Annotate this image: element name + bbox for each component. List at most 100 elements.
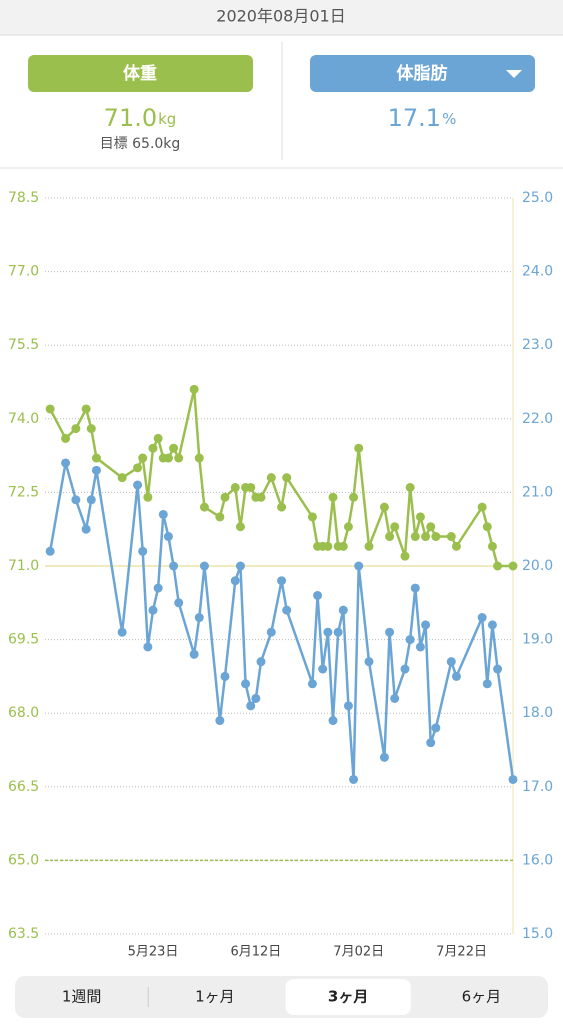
data-point — [220, 671, 230, 681]
data-point — [349, 774, 359, 784]
data-point — [194, 613, 204, 623]
data-point — [482, 522, 492, 532]
y2-tick-label: 20.0 — [522, 558, 553, 574]
data-point — [266, 627, 276, 637]
data-point — [307, 679, 317, 689]
data-point — [163, 532, 173, 542]
metric-button[interactable] — [28, 55, 253, 92]
data-point — [385, 627, 395, 637]
data-point — [143, 492, 153, 502]
data-point — [230, 482, 240, 492]
data-point — [282, 473, 292, 483]
data-point — [117, 627, 127, 637]
data-point — [91, 465, 101, 475]
data-point — [338, 541, 348, 551]
data-point — [174, 453, 184, 463]
data-point — [431, 723, 441, 733]
data-point — [266, 473, 276, 483]
data-point — [354, 561, 364, 571]
data-point — [451, 541, 461, 551]
data-point — [328, 492, 338, 502]
y-tick-label: 74.0 — [8, 411, 39, 427]
data-point — [451, 671, 461, 681]
data-point — [251, 693, 261, 703]
data-point — [415, 642, 425, 652]
data-point — [415, 512, 425, 522]
data-point — [477, 613, 487, 623]
y-tick-label: 63.5 — [8, 926, 39, 942]
data-point — [343, 522, 353, 532]
y-tick-label: 68.0 — [8, 705, 39, 721]
data-point — [323, 627, 333, 637]
y-tick-label: 65.0 — [8, 852, 39, 868]
data-point — [379, 502, 389, 512]
y-tick-label: 77.0 — [8, 264, 39, 280]
value: 71.0 — [104, 104, 157, 132]
y-tick-label: 78.5 — [8, 190, 39, 206]
data-point — [45, 546, 55, 556]
data-point — [194, 453, 204, 463]
data-point — [338, 605, 348, 615]
data-point — [133, 463, 143, 473]
data-point — [256, 657, 266, 667]
x-tick-label: 7月22日 — [436, 945, 487, 960]
data-point — [354, 443, 364, 453]
series-line — [48, 461, 515, 781]
data-point — [446, 532, 456, 542]
y2-tick-label: 19.0 — [522, 632, 553, 648]
y2-tick-label: 25.0 — [522, 190, 553, 206]
x-tick-label: 6月12日 — [230, 945, 281, 960]
data-point — [81, 524, 91, 534]
data-point — [86, 424, 96, 434]
data-point — [385, 532, 395, 542]
data-point — [421, 620, 431, 630]
data-point — [446, 657, 456, 667]
tab[interactable]: 1週間 — [62, 988, 102, 1006]
goal: 目標 65.0kg — [100, 136, 181, 152]
x-tick-label: 7月02日 — [333, 945, 384, 960]
series-line — [49, 388, 513, 568]
tab-selected — [285, 979, 411, 1015]
data-point — [343, 701, 353, 711]
data-point — [508, 561, 518, 571]
data-point — [153, 583, 163, 593]
y-tick-label: 72.5 — [8, 484, 39, 500]
data-point — [333, 627, 343, 637]
data-point — [117, 473, 127, 483]
data-point — [328, 716, 338, 726]
data-point — [189, 649, 199, 659]
x-tick-label: 5月23日 — [128, 945, 179, 960]
data-point — [508, 774, 518, 784]
metric-button[interactable] — [310, 55, 535, 92]
tab[interactable]: 3ヶ月 — [328, 988, 368, 1006]
data-point — [86, 495, 96, 505]
tab[interactable]: 1ヶ月 — [195, 988, 235, 1006]
data-point — [61, 433, 71, 443]
data-point — [148, 605, 158, 615]
data-point — [277, 502, 287, 512]
tab-bar — [15, 976, 548, 1018]
data-point — [323, 541, 333, 551]
data-point — [410, 532, 420, 542]
data-point — [390, 693, 400, 703]
y2-tick-label: 21.0 — [522, 484, 553, 500]
data-point — [81, 404, 91, 414]
y-tick-label: 75.5 — [8, 337, 39, 353]
data-point — [277, 576, 287, 586]
data-point — [71, 424, 81, 434]
y2-tick-label: 22.0 — [522, 411, 553, 427]
header-date: 2020年08月01日 — [216, 7, 345, 26]
data-point — [313, 590, 323, 600]
data-point — [364, 657, 374, 667]
data-point — [482, 679, 492, 689]
data-point — [199, 502, 209, 512]
data-point — [169, 443, 179, 453]
data-point — [426, 522, 436, 532]
y2-tick-label: 17.0 — [522, 779, 553, 795]
metric-label: 体脂肪 — [397, 63, 448, 84]
data-point — [246, 701, 256, 711]
data-point — [477, 502, 487, 512]
data-point — [148, 443, 158, 453]
tab[interactable]: 6ヶ月 — [462, 988, 502, 1006]
